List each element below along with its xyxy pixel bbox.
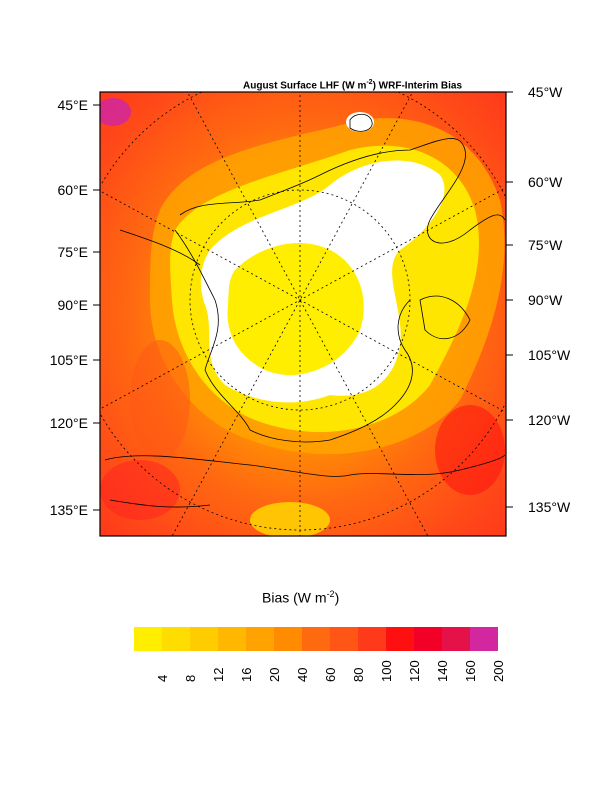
lat-label-left: 75°E [57,244,88,260]
colorbar-swatch [414,627,442,651]
colorbar-tick-label: 20 [267,667,282,682]
colorbar-swatch [218,627,246,651]
colorbar-tick-label: 16 [239,667,254,682]
colorbar-tick-label: 80 [351,667,366,682]
bias-hotspot [100,460,180,520]
lon-label-right: 120°W [528,412,571,428]
lat-label-left: 90°E [57,297,88,313]
coastlines [104,113,506,508]
colorbar-swatch [302,627,330,651]
lon-label-right: 90°W [528,292,563,308]
map-title: August Surface LHF (W m-2) WRF-Interim B… [243,79,463,92]
colorbar-swatch [246,627,274,651]
lat-label-left: 60°E [57,182,88,198]
colorbar-tick-label: 40 [295,667,310,682]
colorbar-tick-label: 12 [211,667,226,682]
graticule [100,92,506,536]
bias-region-core [227,242,364,376]
colorbar-tick-label: 140 [435,660,450,682]
lat-label-left: 120°E [49,415,88,431]
colorbar-title: Bias (W m-2) [262,589,340,606]
colorbar-swatch [470,627,498,651]
colorbar-tick-label: 4 [155,674,170,682]
colorbar-swatch [190,627,218,651]
colorbar-swatch [134,627,162,651]
colorbar-tick-label: 120 [407,660,422,682]
lat-label-left: 135°E [49,502,88,518]
bias-hotspot [435,405,505,495]
colorbar [134,627,498,651]
lon-label-right: 75°W [528,237,563,253]
lon-label-right: 60°W [528,174,563,190]
colorbar-swatch [386,627,414,651]
lat-label-left: 45°E [57,97,88,113]
colorbar-tick-label: 160 [463,660,478,682]
colorbar-swatch [274,627,302,651]
map-ticks [93,91,513,511]
colorbar-tick-label: 8 [183,674,198,682]
bias-hotspot [130,340,190,460]
colorbar-tick-label: 60 [323,667,338,682]
colorbar-tick-label: 200 [491,660,506,682]
lon-label-right: 45°W [528,84,563,100]
bias-hotspot [100,98,131,126]
colorbar-swatch [442,627,470,651]
colorbar-swatch [358,627,386,651]
lon-label-right: 135°W [528,499,571,515]
colorbar-swatch [330,627,358,651]
lat-label-left: 105°E [49,352,88,368]
colorbar-tick-label: 100 [379,660,394,682]
colorbar-swatch [162,627,190,651]
map-frame [99,91,507,537]
map-plot-area [100,92,506,536]
bias-hotspot [250,502,330,536]
lon-label-right: 105°W [528,347,571,363]
